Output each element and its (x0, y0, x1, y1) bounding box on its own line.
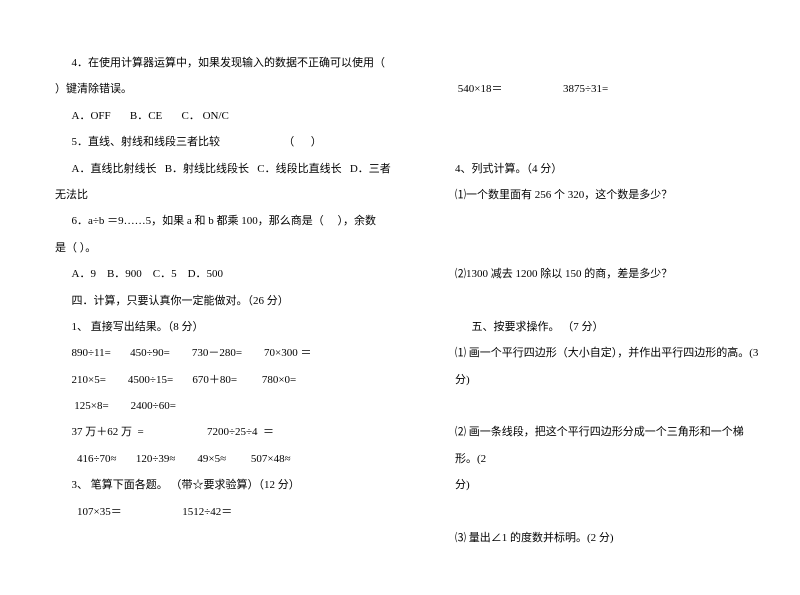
text: ⑴ 画一个平行四边形（大小自定），并作出平行四边形的高。(3 分) (455, 347, 758, 385)
text: A．OFF B．CE C． ON/C (55, 103, 400, 129)
spacer (455, 50, 760, 76)
calc-row3: 125×8= 2400÷60= (55, 393, 400, 419)
right-column: 540×18＝ 3875÷31= 4、列式计算。（4 分） ⑴一个数里面有 25… (455, 50, 760, 551)
sec5-q1: ⑴ 画一个平行四边形（大小自定），并作出平行四边形的高。(3 分) (455, 340, 760, 393)
calc-row2: 210×5= 4500÷15= 670＋80= 780×0= (55, 367, 400, 393)
q6-options: A．9 B．900 C．5 D．500 (55, 261, 400, 287)
section4-title: 四．计算，只要认真你一定能做对。（26 分） (55, 288, 400, 314)
calc-1-title: 1、 直接写出结果。（8 分） (55, 314, 400, 340)
q6-line2: 是（ ）。 (55, 235, 400, 261)
calc-row5: 416÷70≈ 120÷39≈ 49×5≈ 507×48≈ (55, 446, 400, 472)
text: 五、按要求操作。 （7 分） (455, 314, 760, 340)
q4-line1: 4．在使用计算器运算中，如果发现输入的数据不正确可以使用（ (55, 50, 400, 76)
text: 107×35＝ 1512÷42＝ (55, 499, 400, 525)
text: 210×5= 4500÷15= 670＋80= 780×0= (55, 367, 400, 393)
text: 1、 直接写出结果。（8 分） (55, 314, 400, 340)
sec5-q2: ⑵ 画一条线段，把这个平行四边形分成一个三角形和一个梯形。(2 (455, 419, 760, 472)
text: A．直线比射线长 B．射线比线段长 C．线段比直线长 D．三者 (55, 156, 400, 182)
calc-3-title: 3、 笔算下面各题。 （带☆要求验算）（12 分） (55, 472, 400, 498)
text: 5．直线、射线和线段三者比较 （ ） (55, 129, 400, 155)
calc-row1: 890÷11= 450÷90= 730－280= 70×300 ＝ (55, 340, 400, 366)
spacer (455, 499, 760, 525)
text: 890÷11= 450÷90= 730－280= 70×300 ＝ (55, 340, 400, 366)
text: 无法比 (55, 189, 88, 201)
text: ⑵1300 减去 1200 除以 150 的商，差是多少？ (455, 268, 672, 280)
calc-3-row2: 540×18＝ 3875÷31= (455, 76, 760, 102)
q5-line1: 5．直线、射线和线段三者比较 （ ） (55, 129, 400, 155)
text: ）键清除错误。 (55, 83, 132, 95)
spacer (455, 103, 760, 129)
text: A．9 B．900 C．5 D．500 (55, 261, 400, 287)
text: 分) (455, 479, 470, 491)
calc-4-q2: ⑵1300 减去 1200 除以 150 的商，差是多少？ (455, 261, 760, 287)
spacer (455, 208, 760, 234)
text: 是（ ）。 (55, 242, 96, 254)
text: 540×18＝ 3875÷31= (455, 83, 608, 95)
text: 416÷70≈ 120÷39≈ 49×5≈ 507×48≈ (55, 446, 400, 472)
section5-title: 五、按要求操作。 （7 分） (455, 314, 760, 340)
sec5-q2-tail: 分) (455, 472, 760, 498)
text: 37 万＋62 万 = 7200÷25÷4 ＝ (55, 419, 400, 445)
text: 4、列式计算。（4 分） (455, 163, 562, 175)
spacer (455, 235, 760, 261)
text: 125×8= 2400÷60= (55, 393, 400, 419)
spacer (455, 288, 760, 314)
q4-options: A．OFF B．CE C． ON/C (55, 103, 400, 129)
calc-3-row1: 107×35＝ 1512÷42＝ (55, 499, 400, 525)
text: 6．a÷b ＝9……5，如果 a 和 b 都乘 100，那么商是（ ），余数 (55, 208, 400, 234)
q5-options: A．直线比射线长 B．射线比线段长 C．线段比直线长 D．三者 (55, 156, 400, 182)
q5-tail: 无法比 (55, 182, 400, 208)
text: 四．计算，只要认真你一定能做对。（26 分） (55, 288, 400, 314)
q6-line1: 6．a÷b ＝9……5，如果 a 和 b 都乘 100，那么商是（ ），余数 (55, 208, 400, 234)
left-column: 4．在使用计算器运算中，如果发现输入的数据不正确可以使用（ ）键清除错误。 A．… (55, 50, 400, 551)
spacer (455, 129, 760, 155)
text: ⑴一个数里面有 256 个 320，这个数是多少？ (455, 189, 672, 201)
calc-4-title: 4、列式计算。（4 分） (455, 156, 760, 182)
text: ⑶ 量出∠1 的度数并标明。(2 分) (455, 532, 614, 544)
calc-4-q1: ⑴一个数里面有 256 个 320，这个数是多少？ (455, 182, 760, 208)
spacer (455, 393, 760, 419)
calc-row4: 37 万＋62 万 = 7200÷25÷4 ＝ (55, 419, 400, 445)
worksheet-page: 4．在使用计算器运算中，如果发现输入的数据不正确可以使用（ ）键清除错误。 A．… (55, 50, 760, 551)
sec5-q3: ⑶ 量出∠1 的度数并标明。(2 分) (455, 525, 760, 551)
text: ⑵ 画一条线段，把这个平行四边形分成一个三角形和一个梯形。(2 (455, 426, 744, 464)
text: 4．在使用计算器运算中，如果发现输入的数据不正确可以使用（ (55, 50, 400, 76)
text: 3、 笔算下面各题。 （带☆要求验算）（12 分） (55, 472, 400, 498)
q4-line2: ）键清除错误。 (55, 76, 400, 102)
